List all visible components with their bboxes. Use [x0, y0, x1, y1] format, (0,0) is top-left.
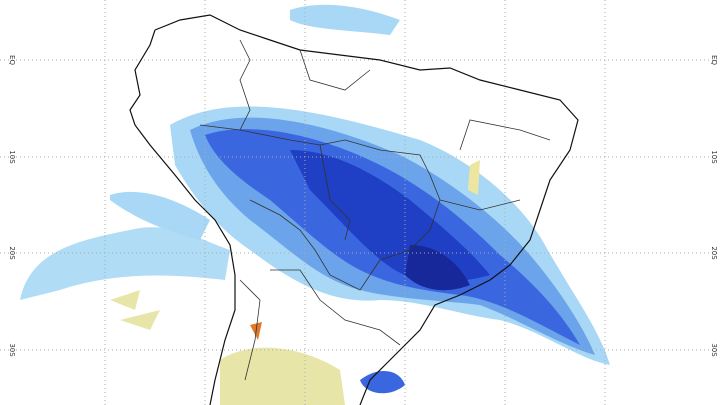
- coastline: [129, 14, 579, 405]
- lat-label: 20S: [8, 246, 16, 260]
- light-precip: [20, 227, 230, 300]
- dry-anomaly: [220, 347, 345, 405]
- lat-label: 30S: [8, 343, 16, 357]
- lat-label: EQ: [710, 55, 718, 65]
- heavy-precip: [360, 370, 405, 394]
- extreme-precip: [405, 245, 470, 291]
- precip-fields: [20, 4, 610, 405]
- lat-label: 20S: [710, 246, 718, 260]
- lat-label: EQ: [8, 55, 16, 65]
- light-precip: [290, 4, 400, 35]
- dry-anomaly: [110, 290, 160, 330]
- lat-label: 30S: [710, 343, 718, 357]
- dry-anomaly: [468, 160, 480, 195]
- borders: [199, 39, 551, 381]
- lat-label: 10S: [710, 150, 718, 164]
- light-precip: [110, 191, 210, 240]
- very-heavy-precip: [290, 150, 490, 282]
- lat-label: 10S: [8, 150, 16, 164]
